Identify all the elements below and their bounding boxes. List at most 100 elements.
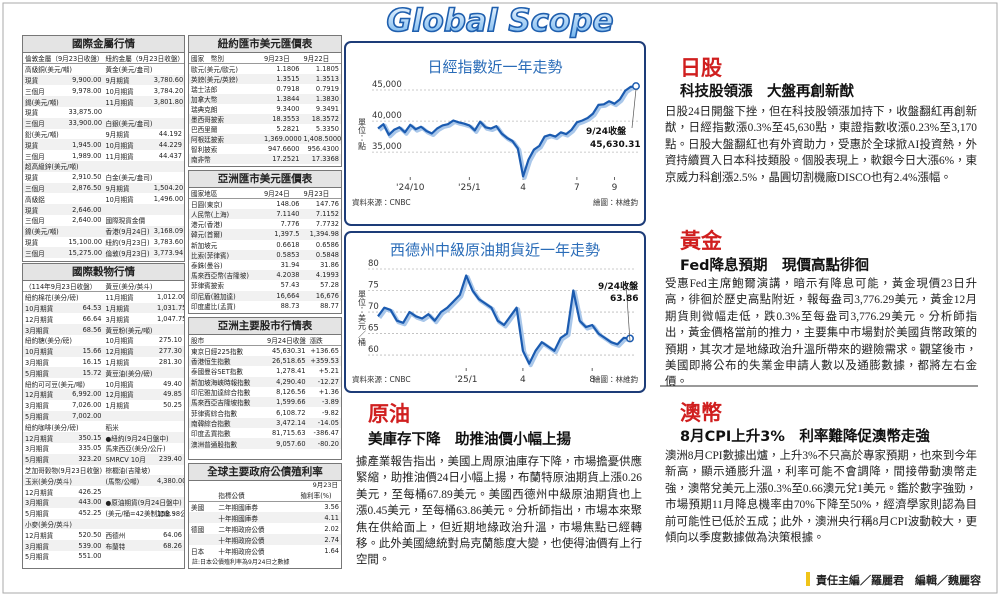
y-tick-label: 75	[368, 281, 379, 291]
table-cell: 64.53	[66, 302, 104, 314]
article-body: 澳洲8月CPI數據出爐，上升3%不只高於專家預期，也來到今年新高，顯示通膨升溫，…	[665, 450, 977, 545]
table-cell: 南非幣	[189, 154, 262, 164]
table-cell: 3,801.80	[151, 96, 184, 107]
table-header-cell	[66, 53, 104, 65]
table-cell: 15.72	[66, 367, 104, 379]
table-cell: 50.25	[163, 401, 182, 410]
table-cell: 17.2521	[261, 154, 302, 164]
table-cell	[103, 486, 155, 497]
table-cell: 黃豆油(美分/磅)	[103, 367, 155, 379]
table-cell: 64.06	[163, 530, 182, 539]
table-cell: 5月期貨	[23, 410, 67, 422]
table-cell: 1.1805	[315, 65, 339, 73]
section-title: 原油	[368, 402, 410, 426]
table-row: 超高級鋅(美元/噸)	[23, 160, 184, 172]
table-row: 現貨 2,910.50 白金(美元/盎司)	[23, 172, 184, 183]
table-row: 12月期貨 6,992.00 12月期貨 49.85	[23, 388, 184, 400]
table-cell: 4.1993	[301, 270, 341, 281]
table-header-cell: （114年9月23日收盤）	[23, 281, 96, 293]
table-row: 印尼盾(雅加達) 16,664 16,676	[189, 290, 341, 301]
table-row: 3月期貨 335.05 馬來西亞(美分/公斤)	[23, 443, 184, 454]
table-cell: 西德州	[105, 531, 126, 540]
table-header-cell: 9月23日	[301, 188, 341, 199]
table-header-cell: 9月22日	[301, 53, 341, 64]
table-cell: 551.00	[78, 552, 102, 561]
article-body: 據產業報告指出，美國上周原油庫存下降，市場擔憂供應緊縮，助推油價24日小幅上揚，…	[356, 456, 642, 567]
table-title: 全球主要政府公債殖利率	[189, 464, 341, 481]
table-row: 三個月 2,876.50 9月期貨 1,504.20	[23, 182, 184, 194]
table-cell: 16.15	[82, 357, 102, 366]
table-row: 菲律賓披索 57.43 57.28	[189, 280, 341, 290]
table-cell: 2,910.50	[72, 173, 102, 182]
section-title: 日股	[680, 56, 722, 80]
table-cell: +5.21	[318, 367, 339, 376]
table-cell: 57.43	[280, 281, 300, 290]
table-cell: 1.64	[324, 546, 339, 555]
table-cell: 1,599.66	[265, 397, 308, 408]
table-cell: 墨西哥披索	[189, 114, 262, 124]
section-title: 黃金	[680, 229, 722, 253]
table-cell: 1.3830	[301, 94, 341, 104]
table-cell	[66, 193, 103, 204]
table-cell	[66, 335, 103, 346]
table-cell: 5月期貨	[25, 510, 49, 519]
table-cell: 9.3400	[276, 105, 300, 113]
table-row: 3月期貨 7,026.00 1月期貨 50.25	[23, 400, 184, 411]
table-cell: 國際現貨金價	[105, 217, 146, 226]
table-row: 芝加哥穀物(9月23日收盤) 棕櫚油(吉隆坡)	[23, 465, 184, 476]
table-cell: 馬來西亞幣(吉隆坡)	[189, 270, 262, 281]
table-cell	[152, 215, 184, 226]
chart-title: 西德州中級原油期貨近一年走勢	[390, 241, 600, 259]
table-cell	[189, 534, 217, 545]
table-cell: 147.76	[315, 200, 339, 208]
table-row: 紐約咖啡(美分/磅) 稻米	[23, 421, 184, 432]
table: （114年9月23日收盤） 黃豆(美分/英斗) 紐約棉花(美分/磅) 11月期貨 1,0…	[23, 281, 184, 562]
table-row: 加拿大幣 1.3844 1.3830	[189, 94, 341, 104]
table-row: 南非幣 17.2521 17.3368	[189, 154, 341, 164]
table-header-row: 國家 幣別 9月23日 9月22日	[189, 53, 341, 64]
table-cell: 7.1140	[261, 209, 302, 220]
table-cell: 88.73	[280, 301, 300, 310]
table-cell	[66, 64, 103, 75]
table-cell: 31.94	[280, 261, 300, 270]
table-cell: (美元/桶=42美制加侖、	[105, 510, 177, 519]
table-cell: 菲律賓綜合指數	[191, 409, 238, 418]
annotation: 9/24收盤	[598, 280, 638, 292]
table-row: 香港恒生指數 26,518.65 +359.53	[189, 356, 341, 367]
table-row: 3月期貨 16.15 1月期貨 281.30	[23, 357, 184, 368]
table-cell: 452.25	[78, 509, 102, 518]
table-cell: 10月期貨	[105, 380, 134, 389]
table-row: 墨西哥披索 18.3553 18.3572	[189, 114, 341, 124]
table-header-cell: 漲跌	[307, 335, 341, 346]
headline: 科技股領漲 大盤再創新猷	[680, 84, 854, 100]
page-title: Global Scope	[386, 3, 613, 39]
table-cell: 2,640.00	[72, 216, 102, 225]
table-cell: 1.1806	[276, 65, 300, 73]
table-cell: 68.26	[155, 540, 184, 551]
table-cell	[103, 204, 152, 215]
table-row: 三個月 15,275.00 倫敦(9月23日) 3,773.94	[23, 247, 184, 259]
table-cell: 澳洲普通股指數	[189, 438, 265, 449]
table-row: 12月期貨 350.15 ●紐約(9月24日盤中)	[23, 432, 184, 443]
table-cell: 4,380.00	[155, 475, 185, 487]
table-cell: 芝加哥穀物(9月23日收盤)	[25, 466, 103, 475]
table-cell: 3.56	[324, 502, 339, 511]
table-cell: 稻米	[105, 423, 119, 432]
annotation-pointer	[631, 89, 637, 129]
table-cell: 香港(9月24日)	[103, 225, 152, 237]
table-header-cell: 國家 幣別	[189, 53, 262, 64]
table-cell: 12月期貨	[23, 388, 67, 400]
table-cell	[151, 160, 184, 172]
table-row: 5月期貨 15.72 黃豆油(美分/磅)	[23, 367, 184, 379]
table-cell: 9月期貨	[103, 182, 152, 194]
table-cell: 白銀(美元/盎司)	[103, 117, 152, 129]
table-row: 印度盧比(孟買) 88.73 88.77	[189, 301, 341, 311]
table-cell: 81,715.63	[271, 429, 306, 438]
table-cell: 49.85	[155, 388, 184, 400]
table-row: 12月期貨 426.25	[23, 486, 184, 497]
table-cell: 現貨	[23, 204, 67, 215]
table-cell	[103, 160, 152, 172]
table-box: 亞洲主要股市行情表 股市 9月24日收盤 漲跌 東京日經225指數 45,630.31 +1…	[188, 317, 342, 460]
table-header-row: 倫敦金屬（9月23日收盤） 紐約金屬（9月23日收盤）	[23, 53, 184, 65]
table-row: 高級鋁 10月期貨 1,496.00	[23, 193, 184, 204]
